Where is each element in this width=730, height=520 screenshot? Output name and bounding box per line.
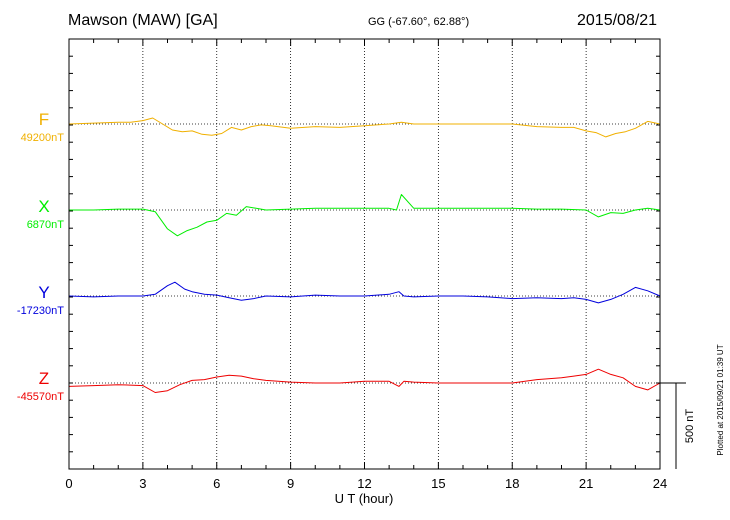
plot-date: 2015/08/21 — [577, 12, 658, 29]
component-letter-f: F — [39, 110, 49, 129]
geographic-coordinates: GG (-67.60°, 62.88°) — [368, 16, 470, 28]
x-tick-label-3: 3 — [139, 476, 146, 491]
component-letter-x: X — [38, 197, 49, 216]
trace-x — [69, 194, 661, 237]
component-base-f: 49200nT — [21, 132, 65, 144]
trace-z — [68, 368, 661, 393]
plotted-timestamp: Plotted at 2015/09/21 01:39 UT — [716, 344, 725, 455]
x-tick-label-0: 0 — [65, 476, 72, 491]
axis-labels: 0 3 6 9 12 15 18 21 24 — [65, 476, 667, 491]
x-axis-label: U T (hour) — [335, 491, 394, 506]
traces — [68, 117, 661, 393]
scale-bar: 500 nT — [660, 382, 696, 469]
trace-f — [68, 117, 661, 138]
component-letter-z: Z — [39, 369, 49, 388]
plot-frame — [68, 38, 661, 470]
baselines — [69, 123, 660, 384]
x-tick-label-21: 21 — [579, 476, 593, 491]
axis-ticks — [68, 38, 661, 470]
station-title: Mawson (MAW) [GA] — [68, 12, 218, 29]
grid-lines — [142, 39, 587, 469]
x-tick-label-12: 12 — [357, 476, 371, 491]
x-tick-label-24: 24 — [653, 476, 667, 491]
component-base-x: 6870nT — [27, 219, 65, 231]
component-letter-y: Y — [38, 283, 49, 302]
x-tick-label-15: 15 — [431, 476, 445, 491]
x-tick-label-18: 18 — [505, 476, 519, 491]
component-base-z: -45570nT — [17, 391, 64, 403]
component-base-y: -17230nT — [17, 305, 64, 317]
trace-y — [68, 281, 661, 304]
scale-bar-label: 500 nT — [684, 409, 696, 444]
x-tick-label-6: 6 — [213, 476, 220, 491]
x-tick-label-9: 9 — [287, 476, 294, 491]
component-labels: F 49200nT X 6870nT Y -17230nT Z -45570nT — [17, 110, 64, 403]
